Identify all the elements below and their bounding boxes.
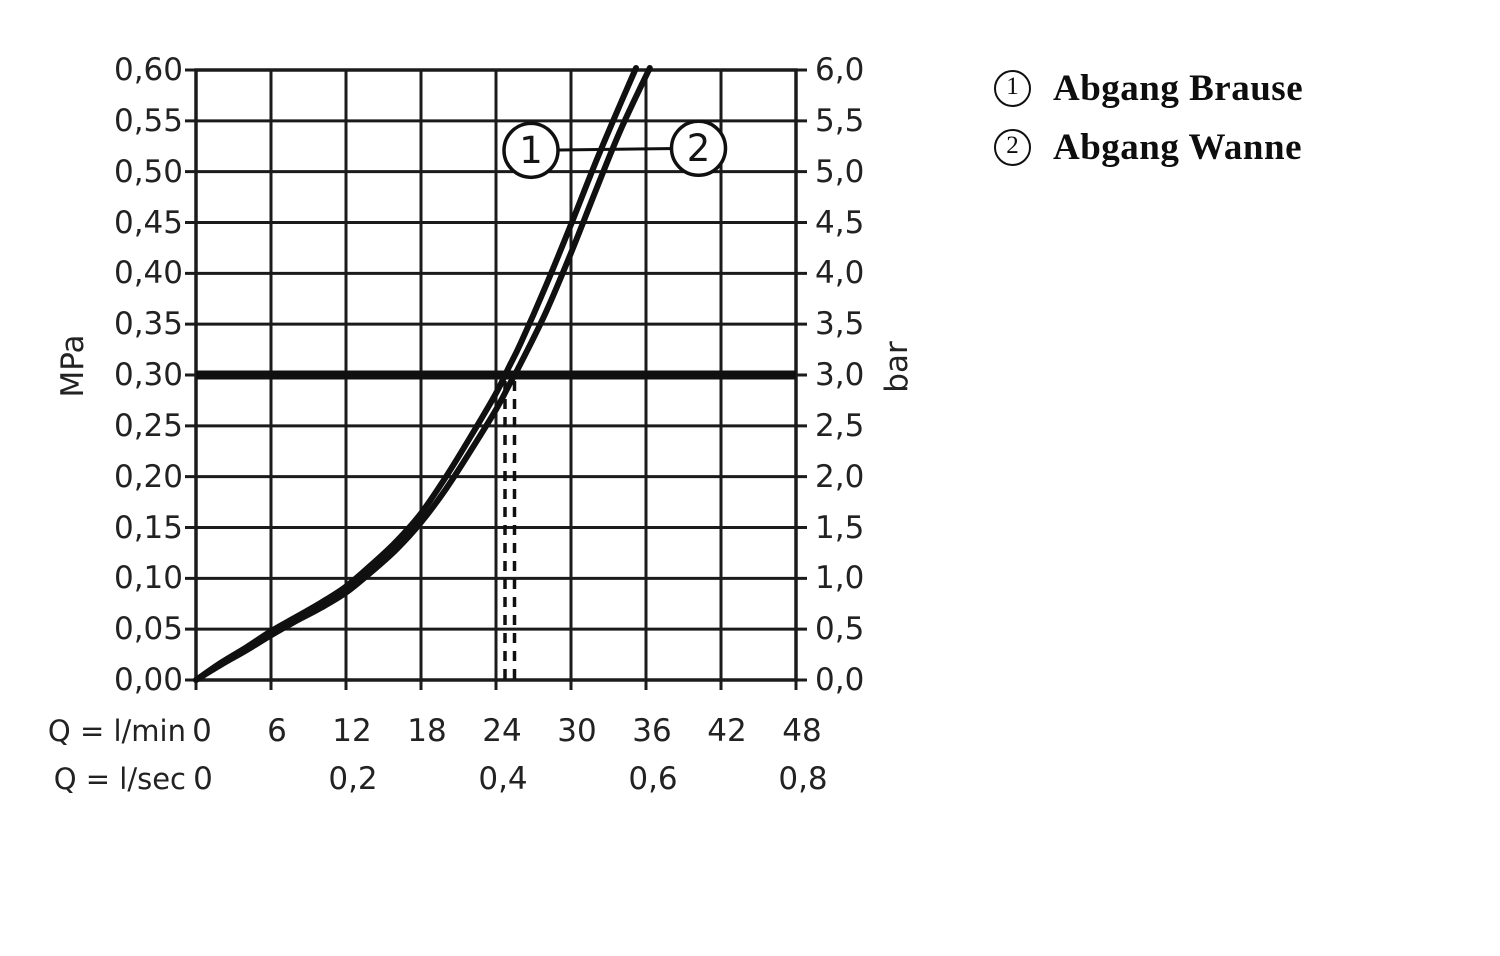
- left-tick-label: 0,45: [113, 204, 183, 241]
- left-tick-label: 0,10: [113, 560, 183, 597]
- left-tick-label: 0,05: [113, 611, 183, 648]
- lsec-tick-label: 0: [193, 761, 213, 797]
- left-axis-tick-labels: 0,60 0,55 0,50 0,45 0,40 0,35 0,30 0,25 0,20 0,15…: [60, 0, 183, 700]
- lmin-tick-label: 0: [192, 713, 212, 749]
- right-tick-label: 2,5: [815, 407, 865, 444]
- lmin-tick-label: 36: [632, 713, 672, 749]
- left-tick-label: 0,30: [113, 357, 183, 393]
- left-tick-label: 0,20: [113, 458, 183, 495]
- curve-callout-circle-1: [502, 121, 560, 180]
- left-tick-label: 0,55: [113, 102, 183, 139]
- lmin-tick-label: 24: [482, 713, 522, 749]
- right-tick-label: 5,5: [815, 102, 865, 139]
- lsec-tick-label: 0,2: [328, 761, 378, 797]
- lsec-tick-label: 0,4: [478, 761, 528, 797]
- lmin-tick-label: 18: [407, 713, 447, 749]
- lsec-tick-label: 0,6: [628, 761, 678, 797]
- lmin-tick-label: 48: [782, 713, 822, 749]
- legend-marker-2-icon: 2: [994, 128, 1031, 166]
- series-curve-1: [193, 65, 639, 683]
- left-tick-label: 0,15: [113, 509, 183, 546]
- legend: 1 Abgang Brause 2 Abgang Wanne: [994, 66, 1303, 184]
- left-tick-label: 0,25: [113, 407, 183, 444]
- right-tick-label: 3,0: [815, 357, 865, 393]
- right-tick-label: 0,0: [815, 662, 865, 698]
- left-tick-label: 0,35: [113, 306, 183, 343]
- legend-label-wanne: Abgang Wanne: [1053, 126, 1302, 168]
- lmin-tick-label: 12: [332, 713, 372, 749]
- left-tick-label: 0,40: [113, 255, 183, 292]
- left-tick-label: 0,50: [113, 153, 183, 190]
- lmin-tick-label: 6: [267, 713, 287, 749]
- right-tick-label: 4,5: [815, 204, 865, 241]
- curve-callout-circle-2: [669, 119, 728, 178]
- x-axis-lmin-label: Q = l/min: [47, 714, 186, 748]
- x-axis-lsec-label: Q = l/sec: [53, 762, 186, 796]
- right-tick-label: 3,5: [815, 306, 865, 343]
- curve-callout-number-1: 1: [519, 129, 543, 172]
- right-tick-label: 1,5: [815, 509, 865, 546]
- lmin-tick-label: 42: [707, 713, 747, 749]
- right-tick-label: 1,0: [815, 560, 865, 597]
- lsec-tick-label: 0,8: [778, 761, 828, 797]
- legend-label-brause: Abgang Brause: [1053, 67, 1304, 109]
- series-curve-2: [193, 65, 653, 683]
- right-tick-label: 4,0: [815, 255, 865, 292]
- legend-marker-1-icon: 1: [994, 69, 1031, 107]
- right-tick-label: 0,5: [815, 611, 865, 648]
- lmin-tick-label: 30: [557, 713, 597, 749]
- right-axis-tick-labels: 6,0 5,5 5,0 4,5 4,0 3,5 3,0 2,5 2,0 1,5 1,0 0,5 0,0: [815, 0, 935, 700]
- right-tick-label: 2,0: [815, 458, 865, 495]
- legend-item-brause: 1 Abgang Brause: [994, 66, 1303, 110]
- right-tick-label: 5,0: [815, 153, 865, 190]
- curve-callout-number-2: 2: [687, 127, 711, 170]
- left-tick-label: 0,00: [113, 662, 183, 698]
- left-tick-label: 0,60: [113, 52, 183, 88]
- right-tick-label: 6,0: [815, 52, 865, 88]
- legend-item-wanne: 2 Abgang Wanne: [994, 125, 1303, 169]
